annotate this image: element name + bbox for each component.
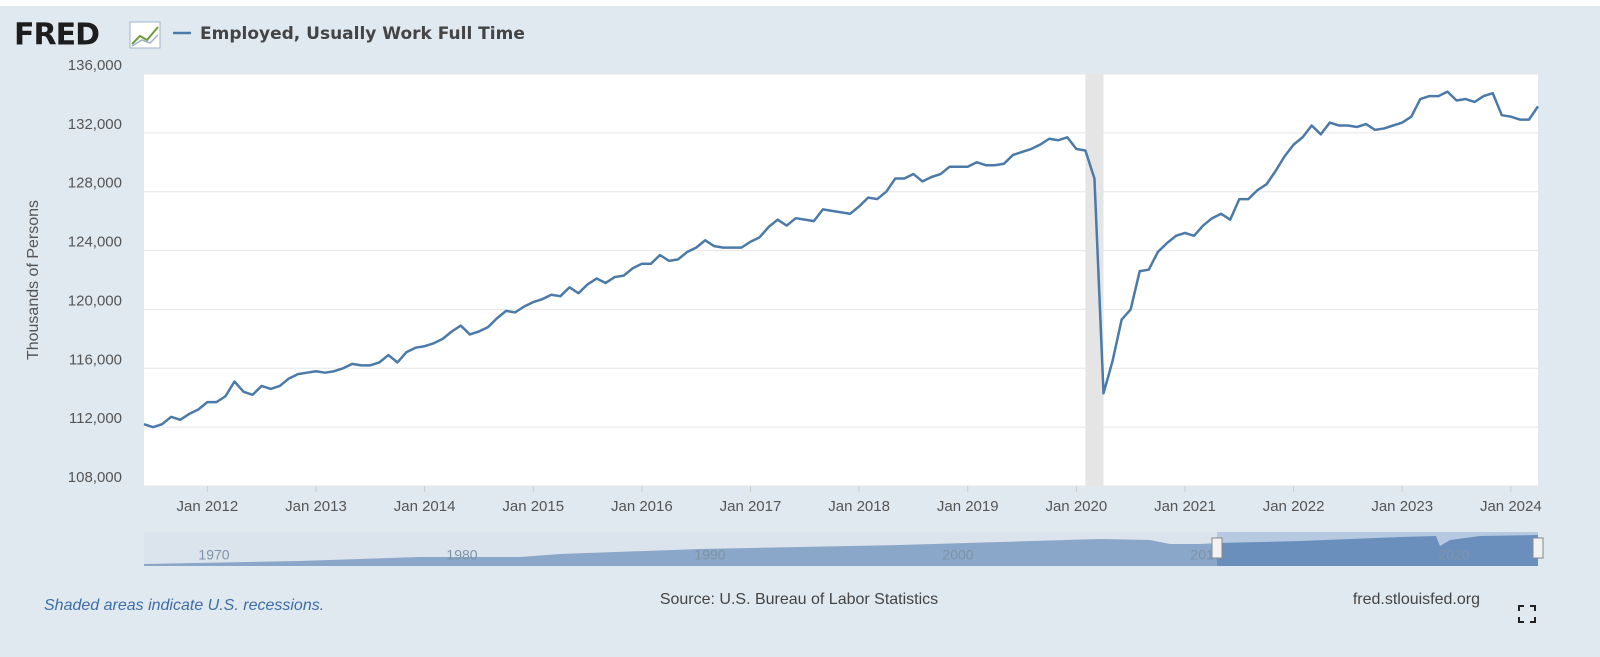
recession-note: Shaded areas indicate U.S. recessions. [44, 597, 324, 614]
logo-icon [129, 21, 161, 49]
source: Source: U.S. Bureau of Labor Statistics [660, 591, 938, 608]
top-strip [0, 0, 1600, 6]
x-tick-label: Jan 2020 [1045, 498, 1107, 515]
site-link[interactable]: fred.stlouisfed.org [1353, 591, 1480, 608]
logo[interactable]: FRED [14, 18, 100, 53]
navigator-label: 1990 [694, 547, 725, 563]
y-tick-label: 132,000 [68, 116, 122, 133]
navigator-label: 2000 [942, 547, 973, 563]
x-tick-label: Jan 2022 [1263, 498, 1325, 515]
y-tick-label: 108,000 [68, 469, 122, 486]
y-tick-label: 128,000 [68, 175, 122, 192]
navigator-area [144, 539, 1217, 566]
y-axis-label: Thousands of Persons [25, 200, 42, 360]
x-tick-label: Jan 2014 [394, 498, 456, 515]
y-tick-label: 116,000 [69, 351, 122, 368]
y-tick-label: 120,000 [68, 292, 122, 309]
x-tick-label: Jan 2013 [285, 498, 347, 515]
x-tick-label: Jan 2018 [828, 498, 890, 515]
x-tick-label: Jan 2012 [176, 498, 238, 515]
x-tick-label: Jan 2023 [1371, 498, 1433, 515]
x-tick-label: Jan 2019 [937, 498, 999, 515]
x-tick-label: Jan 2017 [720, 498, 782, 515]
x-tick-label: Jan 2016 [611, 498, 673, 515]
navigator-label: 1980 [446, 547, 477, 563]
navigator-handle-right[interactable] [1532, 537, 1544, 559]
plot-layer [143, 73, 1540, 492]
fullscreen-icon[interactable] [1518, 605, 1536, 623]
navigator-label: 2020 [1438, 547, 1469, 563]
y-tick-label: 124,000 [68, 234, 122, 251]
y-tick-label: 136,000 [68, 57, 122, 74]
y-tick-label: 112,000 [69, 410, 122, 427]
recession-band [1085, 74, 1104, 486]
legend-label: Employed, Usually Work Full Time [200, 24, 525, 44]
plot-area [144, 74, 1538, 486]
navigator-area-selected [1217, 535, 1538, 566]
x-tick-label: Jan 2015 [502, 498, 564, 515]
data-line [143, 90, 1540, 429]
navigator-label: 1970 [198, 547, 229, 563]
x-tick-label: Jan 2024 [1480, 498, 1542, 515]
navigator-handle-left[interactable] [1211, 537, 1223, 559]
x-tick-label: Jan 2021 [1154, 498, 1216, 515]
